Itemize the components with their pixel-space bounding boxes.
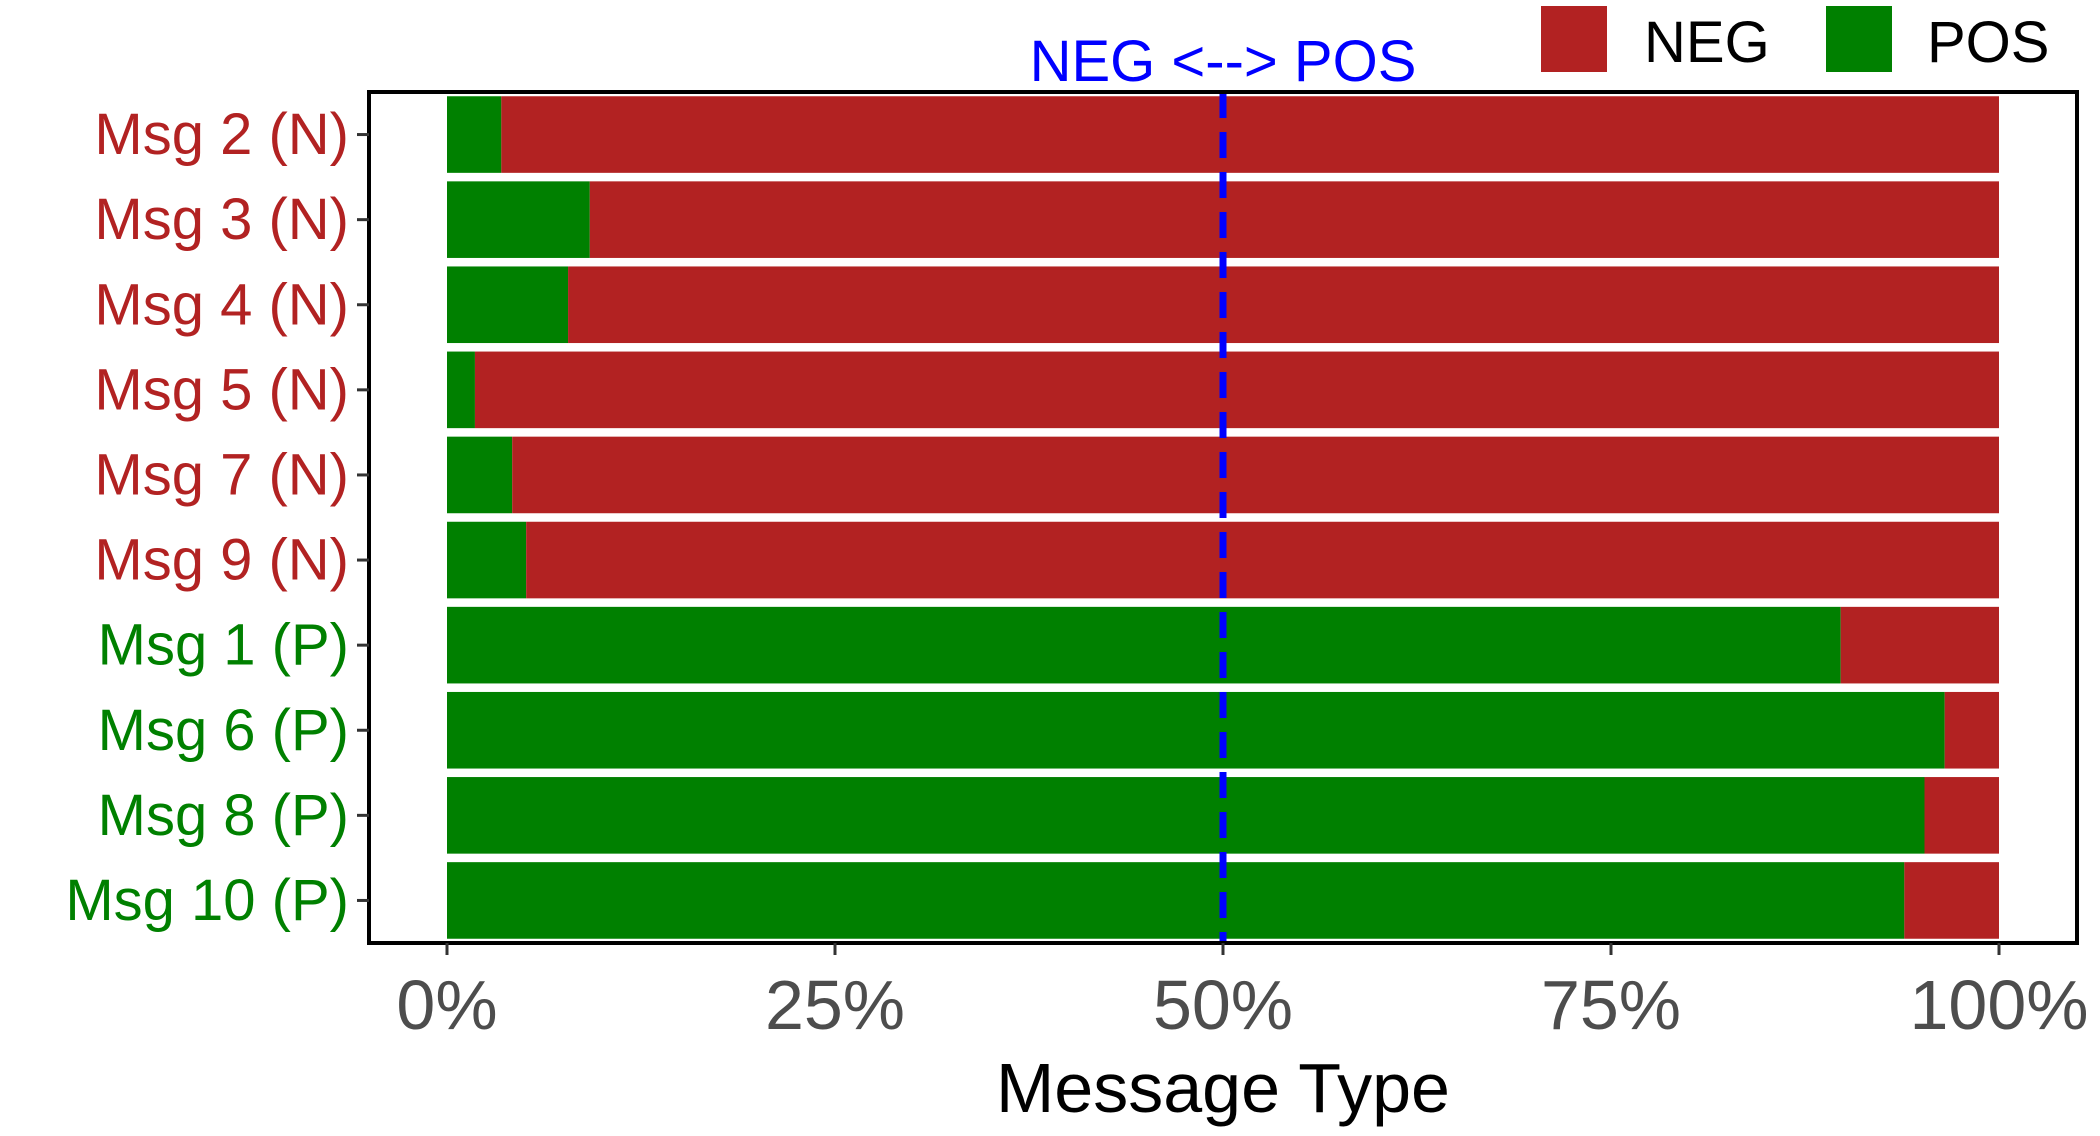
reference-line-label: NEG <--> POS xyxy=(1030,29,1417,94)
y-tick-label: Msg 7 (N) xyxy=(94,442,349,507)
bar-pos-msg-3-n xyxy=(447,181,590,258)
legend: NEG POS xyxy=(1541,6,2050,75)
bar-pos-msg-8-p xyxy=(447,777,1925,854)
y-tick-label: Msg 1 (P) xyxy=(98,613,349,678)
x-tick-label: 0% xyxy=(396,966,497,1044)
y-tick-label: Msg 6 (P) xyxy=(98,698,349,763)
bar-neg-msg-6-p xyxy=(1944,691,1999,769)
bar-neg-msg-7-n xyxy=(512,436,1999,514)
y-tick-label: Msg 10 (P) xyxy=(65,868,349,933)
legend-label-neg: NEG xyxy=(1644,10,1770,75)
x-axis-title: Message Type xyxy=(996,1049,1450,1127)
x-tick-label: 50% xyxy=(1153,966,1293,1044)
legend-key-neg xyxy=(1541,6,1607,72)
y-tick-label: Msg 4 (N) xyxy=(94,272,349,337)
y-tick-label: Msg 8 (P) xyxy=(98,783,349,848)
y-axis: Msg 2 (N) Msg 3 (N) Msg 4 (N) Msg 5 (N) Msg … xyxy=(65,102,369,933)
bar-neg-msg-2-n xyxy=(501,96,1999,173)
x-tick-label: 100% xyxy=(1909,966,2088,1044)
x-tick-label: 75% xyxy=(1541,966,1681,1044)
y-tick-label: Msg 2 (N) xyxy=(94,102,349,167)
bar-neg-msg-9-n xyxy=(526,521,1999,599)
bar-neg-msg-4-n xyxy=(568,266,1999,344)
bar-pos-msg-9-n xyxy=(447,521,527,599)
bar-pos-msg-5-n xyxy=(447,351,475,429)
bar-neg-msg-8-p xyxy=(1924,777,1999,854)
legend-label-pos: POS xyxy=(1927,10,2050,75)
bar-pos-msg-4-n xyxy=(447,266,569,344)
bars-layer xyxy=(447,96,2000,939)
bar-pos-msg-7-n xyxy=(447,436,513,514)
bar-neg-msg-3-n xyxy=(589,181,2000,258)
bar-pos-msg-6-p xyxy=(447,691,1945,769)
bar-neg-msg-10-p xyxy=(1904,862,1999,939)
x-tick-label: 25% xyxy=(765,966,905,1044)
y-tick-label: Msg 5 (N) xyxy=(94,357,349,422)
bar-neg-msg-1-p xyxy=(1840,606,1999,684)
bar-pos-msg-10-p xyxy=(447,862,1905,939)
legend-key-pos xyxy=(1826,6,1892,72)
bar-neg-msg-5-n xyxy=(474,351,1999,429)
x-axis: 0% 25% 50% 75% 100% xyxy=(396,943,2089,1044)
y-tick-label: Msg 9 (N) xyxy=(94,528,349,593)
y-tick-label: Msg 3 (N) xyxy=(94,187,349,252)
bar-pos-msg-1-p xyxy=(447,606,1841,684)
bar-pos-msg-2-n xyxy=(447,96,502,173)
